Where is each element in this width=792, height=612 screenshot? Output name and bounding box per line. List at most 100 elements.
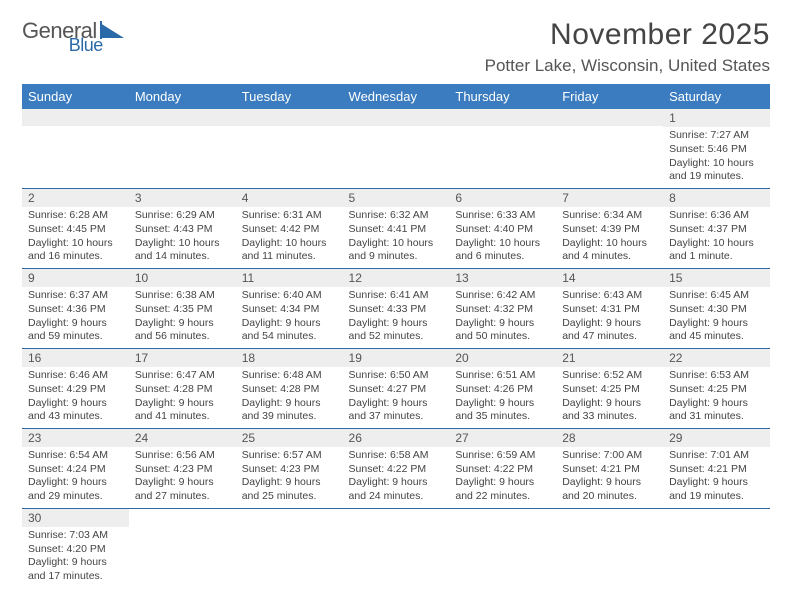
day-number: 20	[449, 349, 556, 367]
day-number: 1	[663, 109, 770, 127]
daylight-text: Daylight: 9 hours and 35 minutes.	[455, 397, 550, 424]
calendar-cell	[556, 508, 663, 587]
sunset-text: Sunset: 4:35 PM	[135, 303, 230, 317]
calendar-page: General Blue November 2025 Potter Lake, …	[0, 0, 792, 606]
sunset-text: Sunset: 4:30 PM	[669, 303, 764, 317]
sunset-text: Sunset: 4:21 PM	[669, 463, 764, 477]
day-number: 12	[343, 269, 450, 287]
sunrise-text: Sunrise: 6:54 AM	[28, 449, 123, 463]
sunset-text: Sunset: 4:25 PM	[669, 383, 764, 397]
day-details: Sunrise: 7:27 AMSunset: 5:46 PMDaylight:…	[663, 127, 770, 188]
calendar-cell: 26Sunrise: 6:58 AMSunset: 4:22 PMDayligh…	[343, 428, 450, 508]
day-details: Sunrise: 6:52 AMSunset: 4:25 PMDaylight:…	[556, 367, 663, 428]
day-number: 9	[22, 269, 129, 287]
col-saturday: Saturday	[663, 84, 770, 109]
sunset-text: Sunset: 4:29 PM	[28, 383, 123, 397]
calendar-cell: 14Sunrise: 6:43 AMSunset: 4:31 PMDayligh…	[556, 268, 663, 348]
calendar-cell: 22Sunrise: 6:53 AMSunset: 4:25 PMDayligh…	[663, 348, 770, 428]
day-number-bar	[22, 109, 129, 126]
calendar-cell: 23Sunrise: 6:54 AMSunset: 4:24 PMDayligh…	[22, 428, 129, 508]
daylight-text: Daylight: 9 hours and 25 minutes.	[242, 476, 337, 503]
sunrise-text: Sunrise: 6:29 AM	[135, 209, 230, 223]
sunrise-text: Sunrise: 6:51 AM	[455, 369, 550, 383]
col-tuesday: Tuesday	[236, 84, 343, 109]
calendar-cell	[129, 109, 236, 188]
day-details: Sunrise: 6:28 AMSunset: 4:45 PMDaylight:…	[22, 207, 129, 268]
day-details: Sunrise: 6:34 AMSunset: 4:39 PMDaylight:…	[556, 207, 663, 268]
day-number: 28	[556, 429, 663, 447]
daylight-text: Daylight: 9 hours and 54 minutes.	[242, 317, 337, 344]
daylight-text: Daylight: 9 hours and 24 minutes.	[349, 476, 444, 503]
sunset-text: Sunset: 4:40 PM	[455, 223, 550, 237]
col-sunday: Sunday	[22, 84, 129, 109]
day-details: Sunrise: 6:54 AMSunset: 4:24 PMDaylight:…	[22, 447, 129, 508]
day-number: 16	[22, 349, 129, 367]
daylight-text: Daylight: 9 hours and 50 minutes.	[455, 317, 550, 344]
daylight-text: Daylight: 9 hours and 37 minutes.	[349, 397, 444, 424]
sunset-text: Sunset: 4:34 PM	[242, 303, 337, 317]
calendar-cell	[663, 508, 770, 587]
sunset-text: Sunset: 4:39 PM	[562, 223, 657, 237]
sunrise-text: Sunrise: 6:58 AM	[349, 449, 444, 463]
calendar-cell	[236, 508, 343, 587]
sunset-text: Sunset: 4:31 PM	[562, 303, 657, 317]
day-number: 17	[129, 349, 236, 367]
day-number: 3	[129, 189, 236, 207]
title-block: November 2025 Potter Lake, Wisconsin, Un…	[485, 18, 770, 76]
day-details: Sunrise: 6:37 AMSunset: 4:36 PMDaylight:…	[22, 287, 129, 348]
daylight-text: Daylight: 9 hours and 56 minutes.	[135, 317, 230, 344]
day-details: Sunrise: 6:40 AMSunset: 4:34 PMDaylight:…	[236, 287, 343, 348]
sunrise-text: Sunrise: 7:01 AM	[669, 449, 764, 463]
sunrise-text: Sunrise: 7:27 AM	[669, 129, 764, 143]
sunrise-text: Sunrise: 6:53 AM	[669, 369, 764, 383]
daylight-text: Daylight: 10 hours and 14 minutes.	[135, 237, 230, 264]
day-number: 10	[129, 269, 236, 287]
location-text: Potter Lake, Wisconsin, United States	[485, 56, 770, 76]
day-number: 6	[449, 189, 556, 207]
day-number-bar	[236, 509, 343, 526]
day-number: 18	[236, 349, 343, 367]
daylight-text: Daylight: 10 hours and 19 minutes.	[669, 157, 764, 184]
day-details: Sunrise: 6:32 AMSunset: 4:41 PMDaylight:…	[343, 207, 450, 268]
day-number: 23	[22, 429, 129, 447]
calendar-cell: 17Sunrise: 6:47 AMSunset: 4:28 PMDayligh…	[129, 348, 236, 428]
day-details: Sunrise: 7:00 AMSunset: 4:21 PMDaylight:…	[556, 447, 663, 508]
day-details: Sunrise: 6:48 AMSunset: 4:28 PMDaylight:…	[236, 367, 343, 428]
daylight-text: Daylight: 9 hours and 41 minutes.	[135, 397, 230, 424]
day-details: Sunrise: 7:03 AMSunset: 4:20 PMDaylight:…	[22, 527, 129, 588]
daylight-text: Daylight: 10 hours and 6 minutes.	[455, 237, 550, 264]
daylight-text: Daylight: 9 hours and 45 minutes.	[669, 317, 764, 344]
calendar-cell: 18Sunrise: 6:48 AMSunset: 4:28 PMDayligh…	[236, 348, 343, 428]
sunrise-text: Sunrise: 7:03 AM	[28, 529, 123, 543]
day-number: 27	[449, 429, 556, 447]
day-number-bar	[556, 509, 663, 526]
sunset-text: Sunset: 4:36 PM	[28, 303, 123, 317]
calendar-cell	[449, 508, 556, 587]
calendar-cell: 9Sunrise: 6:37 AMSunset: 4:36 PMDaylight…	[22, 268, 129, 348]
sunset-text: Sunset: 4:22 PM	[349, 463, 444, 477]
sunset-text: Sunset: 4:27 PM	[349, 383, 444, 397]
day-details: Sunrise: 6:47 AMSunset: 4:28 PMDaylight:…	[129, 367, 236, 428]
sunset-text: Sunset: 4:41 PM	[349, 223, 444, 237]
daylight-text: Daylight: 9 hours and 27 minutes.	[135, 476, 230, 503]
weekday-header-row: Sunday Monday Tuesday Wednesday Thursday…	[22, 84, 770, 109]
calendar-cell: 16Sunrise: 6:46 AMSunset: 4:29 PMDayligh…	[22, 348, 129, 428]
calendar-cell	[236, 109, 343, 188]
day-number: 19	[343, 349, 450, 367]
daylight-text: Daylight: 9 hours and 31 minutes.	[669, 397, 764, 424]
calendar-cell: 2Sunrise: 6:28 AMSunset: 4:45 PMDaylight…	[22, 188, 129, 268]
calendar-cell: 11Sunrise: 6:40 AMSunset: 4:34 PMDayligh…	[236, 268, 343, 348]
sunrise-text: Sunrise: 6:36 AM	[669, 209, 764, 223]
day-details: Sunrise: 6:33 AMSunset: 4:40 PMDaylight:…	[449, 207, 556, 268]
day-details: Sunrise: 6:53 AMSunset: 4:25 PMDaylight:…	[663, 367, 770, 428]
sunrise-text: Sunrise: 6:41 AM	[349, 289, 444, 303]
calendar-cell: 13Sunrise: 6:42 AMSunset: 4:32 PMDayligh…	[449, 268, 556, 348]
sunrise-text: Sunrise: 6:40 AM	[242, 289, 337, 303]
sunrise-text: Sunrise: 6:37 AM	[28, 289, 123, 303]
day-details: Sunrise: 6:50 AMSunset: 4:27 PMDaylight:…	[343, 367, 450, 428]
calendar-cell: 21Sunrise: 6:52 AMSunset: 4:25 PMDayligh…	[556, 348, 663, 428]
calendar-cell: 7Sunrise: 6:34 AMSunset: 4:39 PMDaylight…	[556, 188, 663, 268]
sunset-text: Sunset: 4:42 PM	[242, 223, 337, 237]
day-number: 22	[663, 349, 770, 367]
daylight-text: Daylight: 9 hours and 22 minutes.	[455, 476, 550, 503]
